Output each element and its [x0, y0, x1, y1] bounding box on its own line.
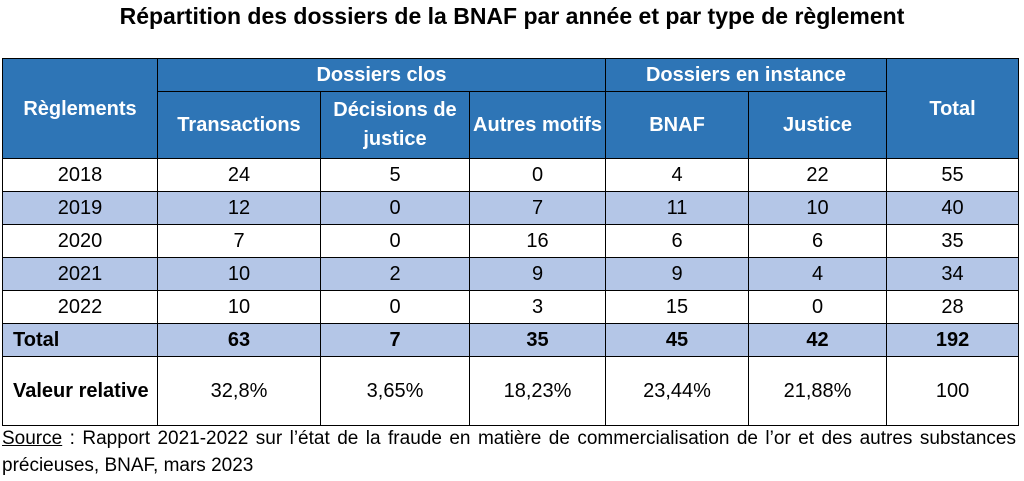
cell-total: 28 [886, 290, 1020, 324]
table-title: Répartition des dossiers de la BNAF par … [119, 3, 905, 29]
cell-bnaf: 15 [605, 290, 750, 324]
cell-decisions-de-justice: 2 [320, 257, 470, 291]
cell-total: 192 [886, 323, 1020, 357]
cell-decisions-de-justice: 5 [320, 158, 470, 192]
cell-autres-motifs: 7 [468, 191, 607, 225]
cell-justice: 6 [748, 224, 888, 258]
header-reglements: Règlements [2, 58, 158, 159]
cell-bnaf: 11 [605, 191, 750, 225]
cell-total: 55 [886, 158, 1020, 192]
cell-justice: 4 [748, 257, 888, 291]
cell-transactions: 32,8% [157, 356, 321, 426]
cell-total: 100 [886, 356, 1020, 426]
header-justice: Justice [748, 91, 888, 159]
total-row: Total 63 7 35 45 42 192 [2, 323, 1020, 357]
cell-bnaf: 23,44% [605, 356, 750, 426]
cell-total: 35 [886, 224, 1020, 258]
header-dossiers-clos: Dossiers clos [156, 58, 607, 92]
cell-transactions: 63 [157, 323, 321, 357]
source-text: : Rapport 2021-2022 sur l’état de la fra… [2, 428, 1016, 476]
source-note: Source : Rapport 2021-2022 sur l’état de… [2, 425, 1016, 479]
cell-total: 34 [886, 257, 1020, 291]
row-label: 2020 [2, 224, 158, 258]
cell-autres-motifs: 16 [468, 224, 607, 258]
row-label: Valeur relative [2, 356, 158, 426]
header-total: Total [886, 58, 1020, 159]
header-transactions: Transactions [157, 91, 321, 159]
cell-justice: 21,88% [748, 356, 888, 426]
row-label: Total [2, 323, 158, 357]
cell-transactions: 10 [157, 257, 321, 291]
relative-value-row: Valeur relative 32,8% 3,65% 18,23% 23,44… [2, 356, 1020, 426]
cell-decisions-de-justice: 0 [320, 191, 470, 225]
dossiers-table: Règlements Dossiers clos Dossiers en ins… [2, 58, 1020, 426]
header-dossiers-en-instance: Dossiers en instance [605, 58, 888, 92]
cell-autres-motifs: 0 [468, 158, 607, 192]
cell-decisions-de-justice: 0 [320, 290, 470, 324]
header-bnaf: BNAF [605, 91, 750, 159]
cell-transactions: 12 [157, 191, 321, 225]
cell-decisions-de-justice: 0 [320, 224, 470, 258]
header-decisions-de-justice: Décisions de justice [320, 91, 470, 159]
source-label: Source [2, 428, 63, 449]
table-row: 2019 12 0 7 11 10 40 [2, 191, 1020, 225]
row-label: 2021 [2, 257, 158, 291]
table-row: 2020 7 0 16 6 6 35 [2, 224, 1020, 258]
cell-bnaf: 9 [605, 257, 750, 291]
cell-transactions: 7 [157, 224, 321, 258]
row-label: 2018 [2, 158, 158, 192]
cell-justice: 0 [748, 290, 888, 324]
cell-decisions-de-justice: 3,65% [320, 356, 470, 426]
cell-bnaf: 45 [605, 323, 750, 357]
row-label: 2019 [2, 191, 158, 225]
cell-decisions-de-justice: 7 [320, 323, 470, 357]
cell-transactions: 10 [157, 290, 321, 324]
table-row: 2018 24 5 0 4 22 55 [2, 158, 1020, 192]
cell-transactions: 24 [157, 158, 321, 192]
cell-justice: 10 [748, 191, 888, 225]
table-row: 2021 10 2 9 9 4 34 [2, 257, 1020, 291]
cell-justice: 22 [748, 158, 888, 192]
cell-autres-motifs: 3 [468, 290, 607, 324]
cell-bnaf: 4 [605, 158, 750, 192]
header-autres-motifs: Autres motifs [468, 91, 607, 159]
cell-autres-motifs: 18,23% [468, 356, 607, 426]
cell-bnaf: 6 [605, 224, 750, 258]
cell-total: 40 [886, 191, 1020, 225]
table-row: 2022 10 0 3 15 0 28 [2, 290, 1020, 324]
cell-autres-motifs: 35 [468, 323, 607, 357]
row-label: 2022 [2, 290, 158, 324]
cell-autres-motifs: 9 [468, 257, 607, 291]
cell-justice: 42 [748, 323, 888, 357]
